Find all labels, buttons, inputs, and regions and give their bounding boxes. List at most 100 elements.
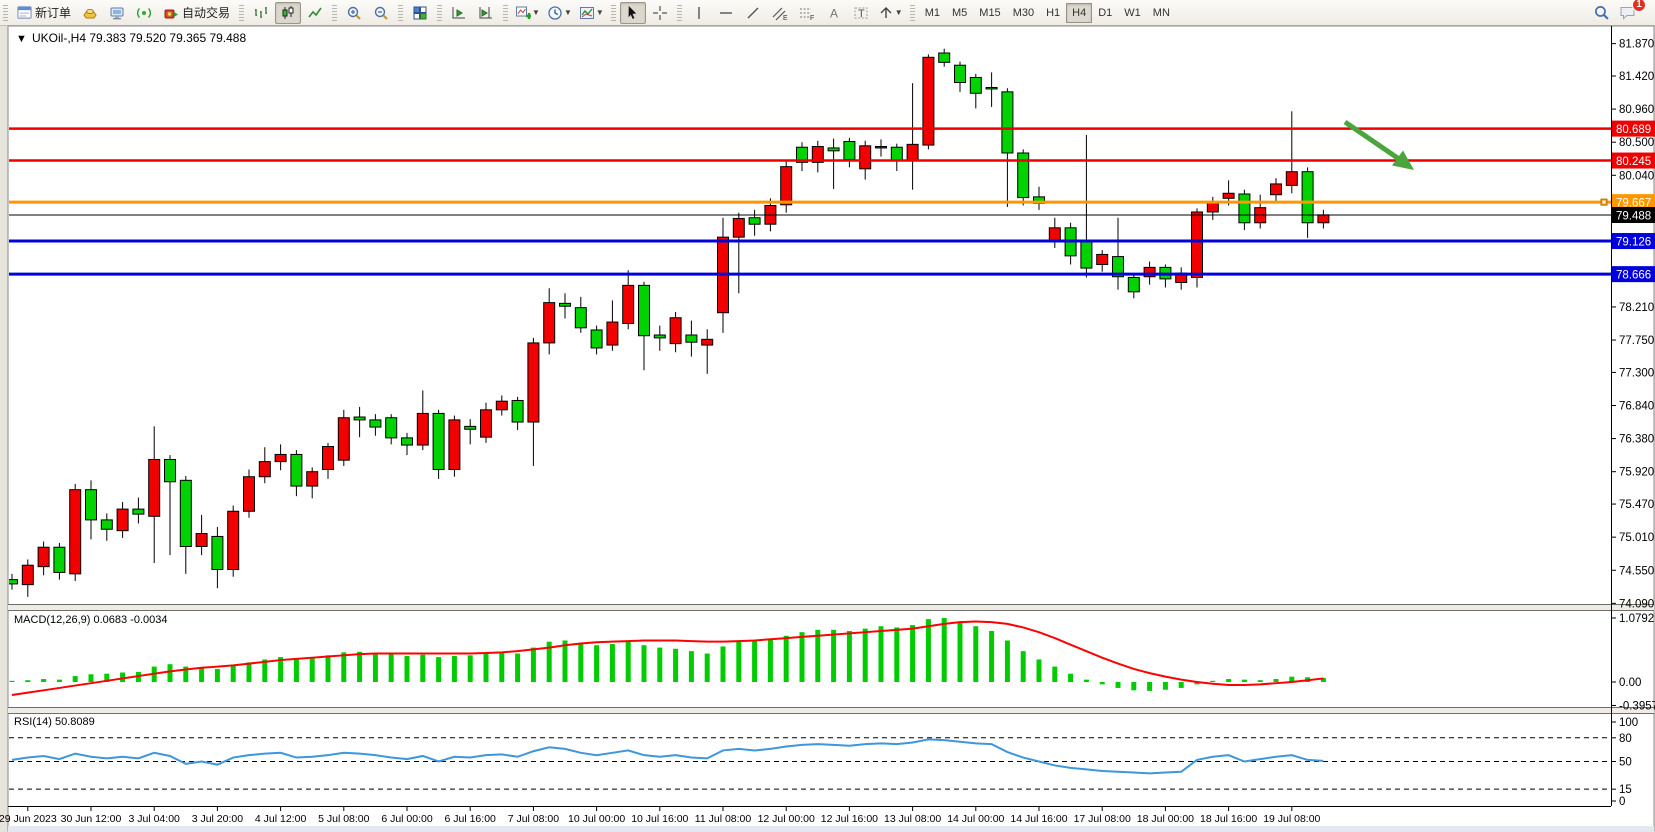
candle-body [954, 64, 966, 83]
macd-histogram-bar [989, 631, 995, 682]
price-tick-label: 75.920 [1619, 467, 1654, 479]
candle-body [179, 479, 192, 548]
timeframe-h1-button[interactable]: H1 [1046, 6, 1061, 19]
candle-body [622, 284, 635, 324]
text-label-icon: T [854, 7, 868, 20]
toolbar-grip[interactable] [676, 4, 682, 21]
auto-scroll-button[interactable] [446, 2, 472, 24]
price-tick-label: 78.210 [1619, 302, 1654, 314]
text-label-tool-button[interactable]: T [848, 2, 874, 24]
candle-body [511, 399, 524, 423]
periods-button[interactable]: ▼ [544, 2, 575, 24]
fibonacci-icon: F [800, 7, 815, 21]
search-button[interactable] [1588, 2, 1614, 24]
candle-body [1238, 193, 1251, 224]
toolbar-grip[interactable] [239, 4, 245, 21]
indicators-icon [516, 6, 532, 19]
macd-histogram-bar [1162, 682, 1168, 690]
candle-body [796, 146, 808, 163]
horizontal-line-tool-button[interactable] [713, 2, 739, 24]
bar-chart-button[interactable] [248, 2, 274, 24]
time-tick-label: 6 Jul 16:00 [445, 813, 497, 825]
support-button[interactable] [104, 2, 130, 24]
toolbar-grip[interactable] [909, 4, 915, 21]
macd-histogram-bar [1115, 682, 1121, 688]
cursor-tool-button[interactable] [619, 1, 646, 24]
toolbar-grip[interactable] [503, 4, 509, 21]
time-tick-label: 14 Jul 00:00 [947, 813, 1004, 825]
timeframe-mn-button[interactable]: MN [1152, 6, 1170, 19]
signals-button[interactable] [131, 2, 157, 24]
candle-body [337, 417, 350, 461]
toolbar-grip[interactable] [437, 4, 443, 21]
new-order-button[interactable]: 新订单 [12, 2, 76, 24]
main-price-panel[interactable] [7, 48, 1330, 597]
trendline-icon [747, 7, 759, 18]
chart-title-dropdown-icon[interactable]: ▼ [16, 33, 27, 45]
timeframe-d1-button[interactable]: D1 [1098, 6, 1113, 19]
notifications-button[interactable]: 1 [1615, 0, 1646, 24]
time-tick-label: 17 Jul 08:00 [1074, 813, 1131, 825]
rsi-panel[interactable]: RSI(14) 50.8089 [9, 716, 1611, 790]
toolbar-grip[interactable] [3, 4, 8, 21]
channel-tool-button[interactable]: E [767, 2, 793, 24]
timeframe-m30-button[interactable]: M30 [1012, 6, 1035, 19]
macd-histogram-bar [1210, 680, 1216, 682]
candle-body [1270, 183, 1282, 196]
panel-splitter[interactable] [8, 707, 1654, 714]
rsi-label: RSI(14) 50.8089 [14, 716, 95, 728]
candle-body [1048, 227, 1061, 241]
candle-body [938, 52, 951, 63]
deposit-button[interactable] [77, 2, 103, 24]
templates-button[interactable]: ▼ [576, 2, 607, 24]
vertical-line-icon [698, 6, 700, 19]
timeframe-w1-button[interactable]: W1 [1124, 6, 1141, 19]
candle-body [827, 147, 840, 152]
macd-histogram-bar [183, 666, 189, 682]
time-axis[interactable]: 29 Jun 2023 30 Jun 12:00 3 Jul 04:00 3 Jul … [0, 806, 1611, 825]
candle-body [164, 458, 176, 483]
text-tool-button[interactable]: A [821, 2, 847, 24]
auto-scroll-icon [452, 6, 466, 18]
timeframe-m1-button[interactable]: M1 [924, 6, 940, 19]
price-label-text: 80.245 [1616, 156, 1651, 168]
timeframe-m15-button[interactable]: M15 [979, 6, 1001, 19]
candle-body [875, 146, 887, 149]
macd-histogram-bar [1147, 682, 1153, 691]
rsi-tick-label: 80 [1619, 733, 1632, 745]
vertical-line-tool-button[interactable] [686, 2, 712, 24]
macd-histogram-bar [1083, 679, 1089, 682]
zoom-in-button[interactable] [341, 2, 367, 24]
price-axis[interactable]: 81.870 81.420 80.960 80.500 80.040 78.210 77.7… [1611, 26, 1655, 808]
macd-signal-line [11, 620, 1324, 697]
panel-splitter[interactable] [8, 604, 1654, 611]
macd-histogram-bar [1289, 676, 1295, 682]
macd-histogram-bar [325, 655, 331, 682]
macd-histogram-bar [483, 653, 489, 682]
timeframe-h4-button[interactable]: H4 [1066, 2, 1093, 23]
trendline-tool-button[interactable] [740, 2, 766, 24]
toolbar-grip[interactable] [398, 4, 404, 21]
arrows-tool-button[interactable]: ▼ [875, 2, 906, 24]
indicators-button[interactable]: ▼ [512, 2, 543, 24]
tile-windows-button[interactable] [407, 2, 433, 24]
trend-arrow-annotation[interactable] [1343, 119, 1401, 162]
crosshair-tool-button[interactable] [647, 2, 673, 24]
toolbar-grip[interactable] [332, 4, 338, 21]
auto-trading-icon [164, 9, 179, 18]
toolbar-grip[interactable] [610, 4, 616, 21]
timeframe-m5-button[interactable]: M5 [952, 6, 968, 19]
tile-windows-icon [413, 6, 427, 19]
macd-panel[interactable]: MACD(12,26,9) 0.0683 -0.0034 [9, 614, 1326, 697]
chart-shift-button[interactable] [473, 2, 499, 24]
fibonacci-tool-button[interactable]: F [794, 2, 820, 24]
candlestick-chart-button[interactable] [275, 1, 302, 24]
macd-histogram-bar [1052, 666, 1058, 682]
candle-body [685, 334, 698, 343]
line-chart-button[interactable] [302, 2, 328, 24]
zoom-out-button[interactable] [368, 2, 394, 24]
auto-trading-button[interactable]: 自动交易 [158, 2, 235, 24]
macd-histogram-bar [230, 665, 236, 682]
arrow-objects-icon [880, 6, 892, 18]
